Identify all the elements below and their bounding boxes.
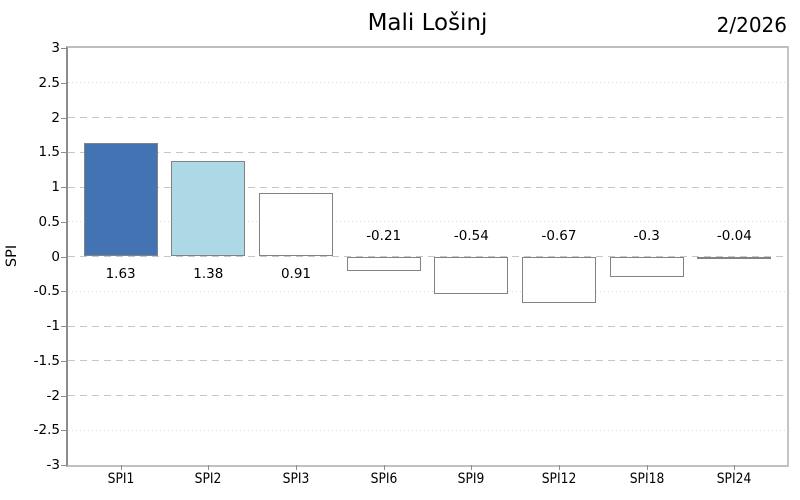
x-tick-label-spi24: SPI24 (717, 471, 752, 487)
y-tick-label: 2 (51, 109, 60, 126)
bar-spi12 (522, 256, 597, 304)
y-tick-0 (61, 256, 66, 258)
y-tick-0.5 (61, 221, 66, 223)
gridline-y--2 (68, 395, 787, 396)
y-tick-1 (61, 187, 66, 188)
value-label-spi3: 0.91 (280, 265, 311, 282)
y-tick-label: 2.5 (38, 74, 60, 91)
y-tick-label: 1.5 (38, 144, 60, 161)
x-tick-spi1 (120, 465, 122, 470)
x-tick-label-spi12: SPI12 (541, 471, 577, 487)
y-tick-label: 0.5 (38, 213, 60, 230)
x-tick-label-spi1: SPI1 (107, 471, 134, 487)
gridline-y-2 (68, 117, 787, 118)
y-tick-2 (61, 117, 66, 119)
value-label-spi9: -0.54 (453, 227, 489, 244)
x-tick-label-spi6: SPI6 (370, 471, 398, 487)
value-label-spi24: -0.04 (716, 227, 752, 244)
gridline-y--1 (68, 325, 787, 327)
y-tick--1 (61, 326, 66, 327)
y-tick-label: -3 (46, 457, 60, 473)
y-tick-label: -1 (46, 318, 60, 334)
x-tick-label-spi2: SPI2 (194, 471, 222, 487)
x-tick-label-spi9: SPI9 (457, 471, 485, 487)
y-tick-label: -0.5 (33, 283, 60, 300)
y-tick-label: -1.5 (33, 352, 60, 369)
bar-spi2 (171, 160, 246, 257)
x-tick-spi12 (559, 465, 561, 470)
y-tick-label: -2.5 (33, 422, 60, 439)
bar-spi9 (434, 256, 509, 295)
chart-period-annotation: 2/2026 (716, 13, 787, 37)
gridline-y--0.5 (68, 290, 787, 292)
y-tick--2.5 (61, 430, 66, 432)
value-label-spi18: -0.3 (633, 227, 660, 244)
x-tick-label-spi3: SPI3 (282, 471, 310, 487)
value-label-spi6: -0.21 (366, 227, 402, 244)
value-label-spi1: 1.63 (105, 265, 136, 282)
bar-spi24 (697, 256, 772, 260)
x-tick-spi3 (295, 465, 297, 470)
bar-spi1 (83, 143, 158, 257)
x-tick-spi2 (208, 465, 210, 470)
y-tick--1.5 (61, 360, 66, 362)
x-tick-spi6 (383, 465, 385, 470)
x-tick-label-spi18: SPI18 (629, 471, 664, 487)
x-tick-spi18 (646, 465, 648, 470)
y-tick-label: 0 (51, 248, 60, 265)
chart-title: Mali Lošinj (367, 10, 488, 36)
gridline-y-0 (68, 256, 787, 257)
y-tick--3 (61, 465, 66, 466)
y-tick-3 (61, 48, 66, 49)
x-tick-spi9 (471, 465, 473, 470)
y-tick-label: -2 (46, 387, 60, 404)
bar-spi18 (609, 256, 684, 278)
y-tick-2.5 (61, 82, 66, 84)
value-label-spi12: -0.67 (541, 227, 577, 244)
value-label-spi2: 1.38 (193, 265, 224, 282)
gridline-y--2.5 (68, 429, 787, 431)
bar-spi3 (258, 193, 333, 257)
gridline-y-1 (68, 186, 787, 188)
gridline-y-1.5 (68, 151, 787, 153)
y-tick--0.5 (61, 291, 66, 293)
y-tick-1.5 (61, 152, 66, 154)
gridline-y--1.5 (68, 360, 787, 362)
x-tick-spi24 (734, 465, 736, 470)
gridline-y-2.5 (68, 82, 787, 84)
gridline-y-0.5 (68, 221, 787, 223)
bar-spi6 (346, 256, 421, 272)
y-tick-label: 3 (51, 40, 60, 56)
y-tick--2 (61, 395, 66, 397)
y-tick-label: 1 (51, 179, 60, 195)
